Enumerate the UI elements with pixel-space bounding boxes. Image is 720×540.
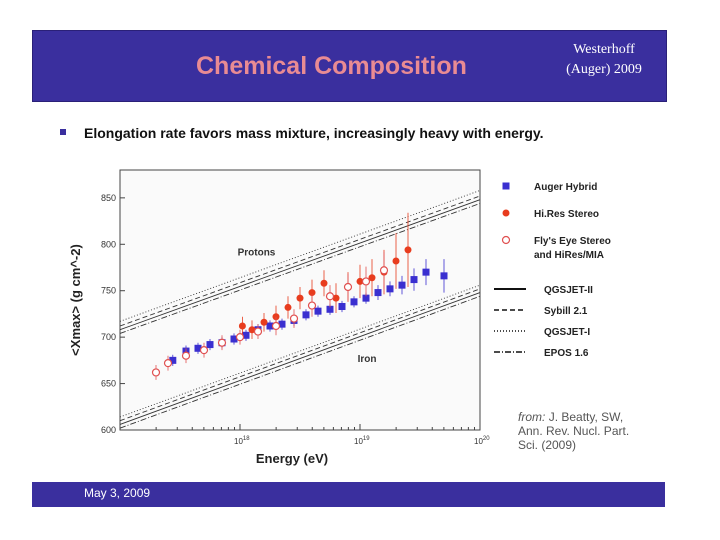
data-point: [151, 368, 161, 377]
data-point: [361, 277, 371, 286]
data-point: [278, 320, 286, 328]
data-point: [343, 282, 353, 292]
y-tick-label: 850: [101, 193, 116, 203]
y-tick-label: 600: [101, 425, 116, 435]
chart-legend: Auger Hybrid Hi.Res Stereo Fly's Eye Stere…: [494, 182, 611, 359]
data-point: [308, 289, 316, 297]
data-point: [302, 311, 310, 319]
data-point: [325, 292, 335, 301]
data-point: [386, 285, 394, 293]
model-line-iron-dashdot: [119, 295, 481, 429]
data-point: [350, 298, 358, 306]
data-point: [271, 321, 281, 331]
y-tick-label: 800: [101, 239, 116, 249]
citation: from: J. Beatty, SW, Ann. Rev. Nucl. Par…: [518, 410, 668, 452]
citation-authors: J. Beatty, SW,: [548, 410, 624, 424]
data-point: [289, 314, 299, 323]
y-axis-label: <Xmax> (g cm^-2): [68, 244, 83, 356]
author-name: Westerhoff: [573, 42, 635, 57]
legend-marker: [502, 182, 510, 190]
legend-label: Sybill 2.1: [544, 306, 588, 317]
model-line-protons-solid: [119, 199, 481, 331]
legend-label: Hi.Res Stereo: [534, 209, 599, 220]
footer-date: May 3, 2009: [84, 486, 151, 500]
data-point: [284, 303, 292, 311]
data-point: [242, 331, 250, 339]
data-point: [379, 266, 389, 275]
x-tick-label: 1020: [474, 436, 490, 446]
model-line-protons-dotted: [119, 190, 481, 322]
legend-label: EPOS 1.6: [544, 348, 589, 359]
data-point: [181, 351, 191, 360]
data-point: [314, 307, 322, 315]
legend-label: QGSJET-II: [544, 285, 593, 296]
slide-title: Chemical Composition: [196, 52, 467, 80]
data-point: [392, 257, 400, 265]
data-point: [404, 246, 412, 254]
data-point: [320, 279, 328, 287]
x-tick-label: 1018: [234, 436, 250, 446]
x-axis-label: Energy (eV): [256, 451, 328, 466]
annotation-iron: Iron: [358, 354, 377, 365]
data-point: [332, 294, 340, 302]
legend-label: Auger Hybrid: [534, 182, 597, 193]
data-point: [410, 276, 418, 284]
data-point: [440, 272, 448, 280]
y-tick-label: 750: [101, 286, 116, 296]
data-point: [235, 333, 245, 342]
data-point: [217, 338, 227, 347]
model-line-iron-dotted: [119, 284, 481, 418]
data-point: [253, 327, 263, 336]
data-point: [206, 341, 214, 349]
data-point: [230, 335, 238, 343]
bullet-icon: [60, 129, 66, 135]
data-point: [356, 277, 364, 285]
y-tick-label: 700: [101, 332, 116, 342]
citation-from: from:: [518, 410, 546, 424]
citation-year: Sci. (2009): [518, 438, 577, 452]
axes-text: 600 650 700 750 800 850 1018 1019 1020 Energy (eV…: [68, 193, 490, 466]
model-line-protons-dashdot: [119, 203, 481, 334]
data-point: [326, 305, 334, 313]
header-bar: [32, 30, 667, 102]
data-point: [260, 318, 268, 326]
legend-label: and HiRes/MIA: [534, 250, 604, 261]
model-line-iron-solid: [119, 292, 481, 425]
data-point: [163, 359, 173, 368]
citation-journal: Ann. Rev. Nucl. Part.: [518, 424, 630, 438]
data-point: [422, 268, 430, 276]
legend-label: QGSJET-I: [544, 327, 590, 338]
footer-bar: [32, 482, 665, 507]
data-point: [169, 356, 177, 364]
annotation-protons: Protons: [238, 247, 276, 258]
data-point: [199, 346, 209, 355]
x-tick-label: 1019: [354, 436, 370, 446]
data-point: [238, 322, 246, 330]
model-bands: [119, 190, 481, 429]
data-point: [307, 301, 317, 310]
data-point: [374, 289, 382, 297]
data-point: [248, 326, 256, 334]
legend-marker: [501, 235, 511, 245]
legend-marker: [502, 209, 510, 217]
data-point: [362, 294, 370, 302]
legend-label: Fly's Eye Stereo: [534, 236, 611, 247]
data-point: [296, 294, 304, 302]
data-point: [398, 281, 406, 289]
author-affiliation: (Auger) 2009: [566, 62, 642, 77]
data-point: [194, 344, 202, 352]
data-points: [151, 212, 448, 380]
y-tick-label: 650: [101, 379, 116, 389]
data-point: [266, 322, 274, 330]
data-point: [368, 274, 376, 282]
data-point: [338, 303, 346, 310]
author-credit: Westerhoff (Auger) 2009: [552, 40, 656, 80]
bullet-text: Elongation rate favors mass mixture, inc…: [84, 125, 544, 141]
